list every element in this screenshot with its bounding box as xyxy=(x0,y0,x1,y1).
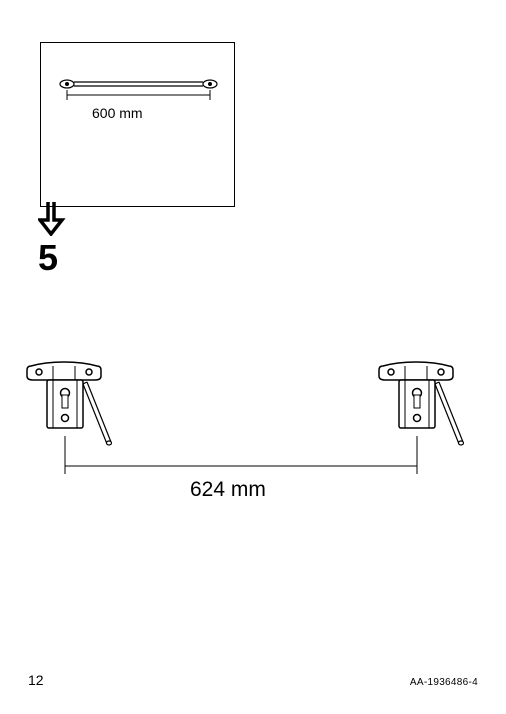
dimension-line-624 xyxy=(65,436,417,474)
dimension-624mm: 624 mm xyxy=(190,478,266,502)
right-bracket xyxy=(379,362,464,445)
document-id: AA-1936486-4 xyxy=(410,677,478,688)
panel-outline xyxy=(40,42,235,207)
step-number: 5 xyxy=(38,240,58,276)
left-bracket xyxy=(27,362,112,445)
rail-illustration xyxy=(41,43,236,208)
dimension-600mm: 600 mm xyxy=(92,105,143,121)
down-arrow-icon xyxy=(38,200,68,242)
page-number: 12 xyxy=(28,672,44,688)
bracket-diagram xyxy=(25,358,465,498)
